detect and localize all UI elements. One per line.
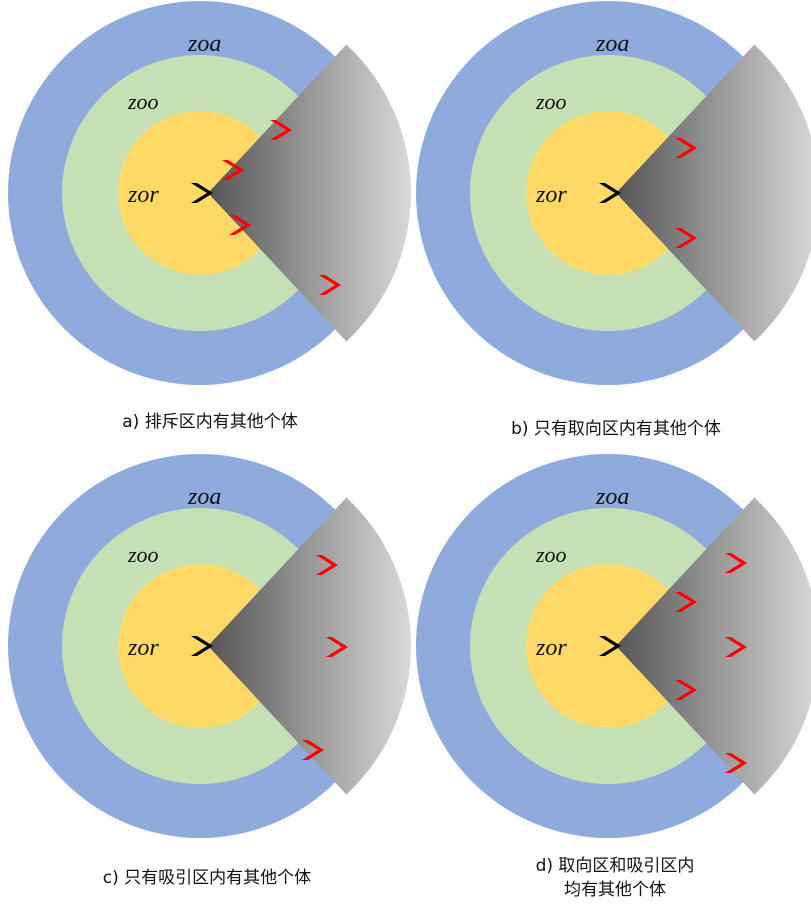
neighbor-chevron	[302, 740, 324, 760]
zoa-label: zoa	[595, 484, 629, 510]
zoo-label: zoo	[127, 89, 159, 114]
vision-cone	[616, 497, 811, 795]
panel-a: zoa zoo zor	[8, 1, 411, 385]
zoo-label: zoo	[127, 542, 159, 567]
neighbor-group	[675, 138, 697, 248]
zor-circle	[526, 564, 690, 728]
caption-a: a) 排斥区内有其他个体	[80, 410, 340, 434]
neighbor-chevron	[319, 275, 341, 295]
zor-circle	[118, 111, 282, 275]
zor-label: zor	[127, 635, 159, 661]
caption-b: b) 只有取向区内有其他个体	[476, 417, 756, 441]
zoa-label: zoa	[187, 484, 221, 510]
zoo-label: zoo	[535, 542, 567, 567]
vision-cone	[616, 44, 811, 342]
panel-b: zoa zoo zor	[416, 1, 811, 385]
caption-line: 均有其他个体	[564, 880, 666, 900]
neighbor-chevron	[229, 215, 251, 235]
neighbor-chevron	[725, 553, 747, 573]
caption-line: b) 只有取向区内有其他个体	[511, 419, 721, 439]
focal-individual-chevron	[599, 183, 621, 203]
zor-label: zor	[535, 635, 567, 661]
neighbor-chevron	[675, 228, 697, 248]
focal-individual-chevron	[191, 636, 213, 656]
panel-d: zoa zoo zor	[416, 454, 811, 838]
zor-circle	[118, 564, 282, 728]
neighbor-group	[302, 555, 348, 760]
neighbor-chevron	[270, 120, 292, 140]
neighbor-chevron	[326, 637, 348, 657]
zoo-label: zoo	[535, 89, 567, 114]
caption-line: d) 取向区和吸引区内	[535, 856, 695, 876]
neighbor-chevron	[725, 753, 747, 773]
focal-individual-chevron	[191, 183, 213, 203]
panel-c: zoa zoo zor	[8, 454, 411, 838]
zor-circle	[526, 111, 690, 275]
caption-c: c) 只有吸引区内有其他个体	[62, 866, 352, 890]
neighbor-chevron	[675, 680, 697, 700]
vision-cone	[208, 497, 411, 795]
vision-cone	[208, 44, 411, 342]
neighbor-chevron	[675, 138, 697, 158]
caption-line: c) 只有吸引区内有其他个体	[102, 868, 312, 888]
neighbor-group	[222, 120, 341, 295]
zor-label: zor	[127, 182, 159, 208]
neighbor-chevron	[725, 637, 747, 657]
neighbor-chevron	[316, 555, 338, 575]
caption-line: a) 排斥区内有其他个体	[122, 412, 298, 432]
zoa-label: zoa	[187, 31, 221, 57]
focal-individual-chevron	[599, 636, 621, 656]
zoa-label: zoa	[595, 31, 629, 57]
neighbor-chevron	[222, 160, 244, 180]
neighbor-chevron	[675, 592, 697, 612]
zor-label: zor	[535, 182, 567, 208]
neighbor-group	[675, 553, 747, 773]
caption-d: d) 取向区和吸引区内 均有其他个体	[500, 854, 730, 902]
